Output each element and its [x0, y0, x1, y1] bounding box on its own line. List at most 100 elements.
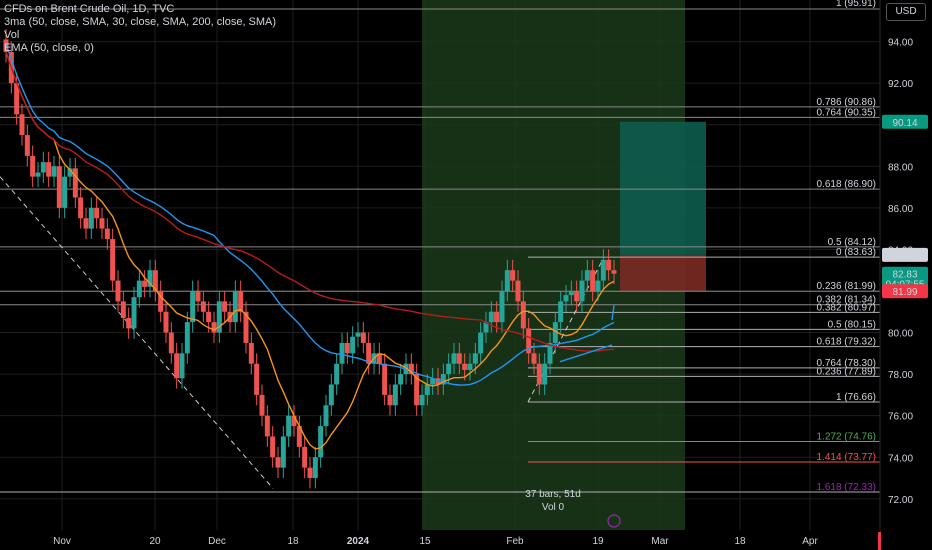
- candle-body[interactable]: [126, 318, 132, 329]
- candle-body[interactable]: [184, 322, 190, 354]
- candle-body[interactable]: [515, 280, 521, 302]
- candle-body[interactable]: [456, 353, 462, 364]
- candle-body[interactable]: [62, 176, 68, 208]
- candle-body[interactable]: [195, 290, 201, 302]
- lightning-icon[interactable]: [607, 514, 621, 528]
- candle-body[interactable]: [78, 197, 84, 219]
- candle-body[interactable]: [56, 166, 62, 208]
- candle-body[interactable]: [99, 218, 105, 229]
- candle-body[interactable]: [286, 415, 292, 437]
- candle-body[interactable]: [392, 384, 398, 406]
- candle-body[interactable]: [14, 83, 20, 115]
- candle-body[interactable]: [531, 353, 537, 364]
- candle-body[interactable]: [398, 374, 404, 385]
- candle-body[interactable]: [83, 218, 89, 229]
- candle-body[interactable]: [174, 353, 180, 379]
- candle-body[interactable]: [435, 378, 441, 385]
- candle-body[interactable]: [190, 290, 196, 323]
- candle-body[interactable]: [526, 328, 532, 354]
- candle-body[interactable]: [467, 363, 473, 370]
- candle-body[interactable]: [584, 270, 590, 281]
- candle-body[interactable]: [483, 322, 489, 333]
- legend-ema[interactable]: EMA (50, close, 0): [4, 42, 94, 54]
- candle-body[interactable]: [376, 353, 382, 364]
- candle-body[interactable]: [504, 270, 510, 291]
- candle-body[interactable]: [318, 426, 324, 458]
- candle-body[interactable]: [360, 332, 366, 343]
- candle-body[interactable]: [387, 394, 393, 406]
- candle-body[interactable]: [536, 363, 542, 385]
- candle-body[interactable]: [67, 168, 73, 177]
- candle-body[interactable]: [115, 280, 121, 302]
- candle-body[interactable]: [296, 426, 302, 447]
- candle-body[interactable]: [579, 280, 585, 302]
- candle-body[interactable]: [419, 394, 425, 406]
- candle-body[interactable]: [222, 301, 228, 312]
- candle-body[interactable]: [595, 280, 601, 291]
- candle-body[interactable]: [323, 405, 329, 427]
- candle-body[interactable]: [574, 290, 580, 302]
- candle-body[interactable]: [291, 415, 297, 427]
- candle-body[interactable]: [414, 374, 420, 406]
- candle-body[interactable]: [462, 363, 468, 370]
- candle-body[interactable]: [520, 301, 526, 329]
- candle-body[interactable]: [355, 332, 361, 337]
- currency-button[interactable]: USD: [886, 3, 926, 21]
- candle-body[interactable]: [232, 290, 238, 323]
- candle-body[interactable]: [494, 311, 500, 323]
- candle-body[interactable]: [147, 270, 153, 287]
- legend-title[interactable]: CFDs on Brent Crude Oil, 1D, TVC: [4, 3, 175, 15]
- candle-body[interactable]: [168, 332, 174, 354]
- candle-body[interactable]: [131, 297, 137, 329]
- candle-body[interactable]: [382, 363, 388, 395]
- candle-body[interactable]: [51, 166, 57, 177]
- candle-body[interactable]: [248, 342, 254, 364]
- candle-body[interactable]: [568, 290, 574, 296]
- candle-body[interactable]: [350, 336, 356, 354]
- candle-body[interactable]: [254, 363, 260, 395]
- candle-body[interactable]: [280, 436, 286, 468]
- time-axis[interactable]: [0, 530, 880, 550]
- candle-body[interactable]: [104, 228, 110, 240]
- candle-body[interactable]: [558, 301, 564, 323]
- candle-body[interactable]: [142, 280, 148, 287]
- candle-body[interactable]: [200, 301, 206, 312]
- candle-body[interactable]: [510, 270, 516, 281]
- candle-body[interactable]: [344, 342, 350, 354]
- candle-body[interactable]: [35, 172, 41, 177]
- legend-vol[interactable]: Vol: [4, 29, 20, 41]
- candle-body[interactable]: [19, 114, 25, 136]
- candle-body[interactable]: [30, 155, 36, 177]
- candle-body[interactable]: [334, 363, 340, 385]
- candle-body[interactable]: [163, 311, 169, 333]
- candle-body[interactable]: [446, 363, 452, 375]
- candle-body[interactable]: [451, 353, 457, 364]
- candle-body[interactable]: [46, 162, 52, 177]
- candle-body[interactable]: [238, 290, 244, 312]
- candle-body[interactable]: [158, 290, 164, 312]
- candle-body[interactable]: [430, 378, 436, 385]
- candle-body[interactable]: [542, 363, 548, 385]
- candle-body[interactable]: [424, 384, 430, 395]
- candle-body[interactable]: [275, 457, 281, 468]
- candle-body[interactable]: [94, 207, 100, 219]
- candle-body[interactable]: [563, 295, 569, 302]
- candle-body[interactable]: [472, 353, 478, 364]
- candle-body[interactable]: [547, 342, 553, 364]
- position-profit-zone[interactable]: [620, 121, 706, 255]
- candle-body[interactable]: [264, 415, 270, 437]
- candle-body[interactable]: [206, 311, 212, 323]
- candle-body[interactable]: [408, 363, 414, 375]
- candle-body[interactable]: [24, 135, 30, 156]
- candle-body[interactable]: [307, 467, 313, 479]
- candle-body[interactable]: [366, 342, 372, 364]
- candle-body[interactable]: [440, 374, 446, 385]
- candle-body[interactable]: [72, 168, 78, 198]
- candle-body[interactable]: [312, 457, 318, 479]
- candle-body[interactable]: [590, 270, 596, 291]
- candle-body[interactable]: [499, 290, 505, 323]
- candle-body[interactable]: [216, 301, 222, 333]
- candle-body[interactable]: [40, 162, 46, 173]
- candle-body[interactable]: [328, 384, 334, 406]
- candle-body[interactable]: [270, 436, 276, 458]
